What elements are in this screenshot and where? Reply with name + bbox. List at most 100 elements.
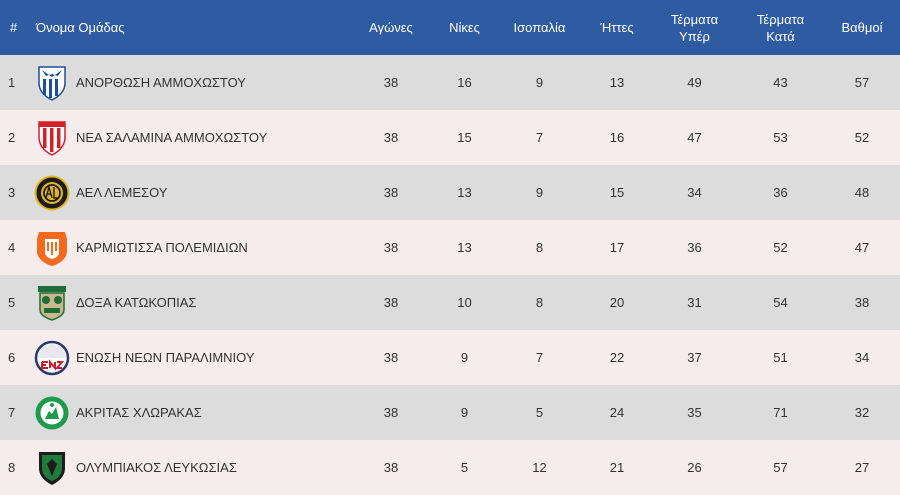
goals-for-cell: 47	[687, 130, 702, 145]
header-rank[interactable]: #	[10, 20, 18, 35]
table-row[interactable]: 4 ΚΑΡΜΙΩΤΙΣΣΑ ΠΟΛΕΜΙΔΙΩΝ 38 13 8 17	[0, 220, 900, 275]
played-cell: 38	[383, 130, 399, 145]
losses-cell: 17	[609, 240, 625, 255]
losses-cell: 16	[609, 130, 625, 145]
enp-crest-icon	[32, 338, 72, 378]
header-goals-against[interactable]: Τέρματα Κατά	[737, 0, 824, 55]
rank-cell: 4	[8, 240, 16, 255]
losses-cell: 15	[609, 185, 625, 200]
draws-cell: 7	[535, 350, 544, 365]
table-row[interactable]: 6 ΕΝΩΣΗ ΝΕΩΝ ΠΑΡΑΛΙΜΝΙΟΥ 38	[0, 330, 900, 385]
rank-cell: 3	[8, 185, 16, 200]
goals-for-cell: 37	[687, 350, 702, 365]
played-cell: 38	[383, 75, 399, 90]
points-cell: 47	[854, 240, 870, 255]
goals-against-cell: 54	[773, 295, 788, 310]
karmiotissa-crest-icon	[32, 228, 72, 268]
goals-for-cell: 34	[687, 185, 702, 200]
header-goals-for-line1: Τέρματα	[670, 11, 719, 27]
team-name: ΔΟΞΑ ΚΑΤΩΚΟΠΙΑΣ	[76, 295, 197, 310]
wins-cell: 10	[457, 295, 472, 310]
header-draws[interactable]: Ισοπαλία	[513, 20, 566, 35]
table-row[interactable]: 3 ΑΕΛ ΛΕΜΕΣΟΥ 38 13	[0, 165, 900, 220]
draws-cell: 7	[535, 130, 544, 145]
losses-cell: 22	[609, 350, 625, 365]
team-cell[interactable]: ΔΟΞΑ ΚΑΤΩΚΟΠΙΑΣ	[32, 275, 350, 330]
wins-cell: 13	[457, 240, 472, 255]
played-cell: 38	[383, 460, 399, 475]
team-cell[interactable]: ΝΕΑ ΣΑΛΑΜΙΝΑ ΑΜΜΟΧΩΣΤΟΥ	[32, 110, 350, 165]
team-name: ΑΝΟΡΘΩΣΗ ΑΜΜΟΧΩΣΤΟΥ	[76, 75, 246, 90]
losses-cell: 24	[609, 405, 625, 420]
table-row[interactable]: 5 ΔΟΞΑ ΚΑΤΩΚΟΠΙΑΣ 38 10	[0, 275, 900, 330]
header-goals-for[interactable]: Τέρματα Υπέρ	[652, 0, 737, 55]
losses-cell: 20	[609, 295, 625, 310]
goals-for-cell: 49	[687, 75, 702, 90]
table-body: 1 ΑΝΟΡΘΩΣΗ ΑΜΜΟΧΩΣΤΟΥ 38	[0, 55, 900, 495]
header-team[interactable]: Όνομα Ομάδας	[36, 20, 125, 35]
header-played[interactable]: Αγώνες	[369, 20, 413, 35]
wins-cell: 15	[457, 130, 472, 145]
draws-cell: 12	[532, 460, 547, 475]
losses-cell: 13	[609, 75, 625, 90]
goals-against-cell: 52	[773, 240, 788, 255]
nea-salamina-crest-icon	[32, 118, 72, 158]
goals-against-cell: 51	[773, 350, 788, 365]
goals-for-cell: 31	[687, 295, 702, 310]
table-row[interactable]: 8 ΟΛΥΜΠΙΑΚΟΣ ΛΕΥΚΩΣΙΑΣ 38 5 12 21 2	[0, 440, 900, 495]
header-points[interactable]: Βαθμοί	[841, 20, 883, 35]
played-cell: 38	[383, 405, 399, 420]
goals-against-cell: 71	[773, 405, 788, 420]
team-cell[interactable]: ΑΝΟΡΘΩΣΗ ΑΜΜΟΧΩΣΤΟΥ	[32, 55, 350, 110]
wins-cell: 9	[460, 405, 469, 420]
goals-for-cell: 36	[687, 240, 702, 255]
rank-cell: 1	[8, 75, 16, 90]
points-cell: 48	[854, 185, 870, 200]
points-cell: 34	[854, 350, 870, 365]
draws-cell: 8	[535, 240, 544, 255]
wins-cell: 13	[457, 185, 472, 200]
played-cell: 38	[383, 350, 399, 365]
table-row[interactable]: 7 ΑΚΡΙΤΑΣ ΧΛΩΡΑΚΑΣ 38 9 5	[0, 385, 900, 440]
played-cell: 38	[383, 295, 399, 310]
rank-cell: 7	[8, 405, 16, 420]
team-name: ΟΛΥΜΠΙΑΚΟΣ ΛΕΥΚΩΣΙΑΣ	[76, 460, 237, 475]
header-goals-against-line2: Κατά	[766, 28, 795, 44]
draws-cell: 8	[535, 295, 544, 310]
header-losses[interactable]: Ήττες	[600, 20, 634, 35]
header-goals-for-line2: Υπέρ	[679, 28, 710, 44]
team-cell[interactable]: ΕΝΩΣΗ ΝΕΩΝ ΠΑΡΑΛΙΜΝΙΟΥ	[32, 330, 350, 385]
table-row[interactable]: 2 ΝΕΑ ΣΑΛΑΜΙΝΑ ΑΜΜΟΧΩΣΤΟΥ 38	[0, 110, 900, 165]
played-cell: 38	[383, 185, 399, 200]
team-name: ΕΝΩΣΗ ΝΕΩΝ ΠΑΡΑΛΙΜΝΙΟΥ	[76, 350, 255, 365]
team-cell[interactable]: ΟΛΥΜΠΙΑΚΟΣ ΛΕΥΚΩΣΙΑΣ	[32, 440, 350, 495]
ael-crest-icon	[32, 173, 72, 213]
team-name: ΑΚΡΙΤΑΣ ΧΛΩΡΑΚΑΣ	[76, 405, 202, 420]
team-cell[interactable]: ΑΚΡΙΤΑΣ ΧΛΩΡΑΚΑΣ	[32, 385, 350, 440]
doxa-crest-icon	[32, 283, 72, 323]
goals-against-cell: 53	[773, 130, 788, 145]
team-name: ΝΕΑ ΣΑΛΑΜΙΝΑ ΑΜΜΟΧΩΣΤΟΥ	[76, 130, 268, 145]
draws-cell: 5	[535, 405, 544, 420]
team-name: ΚΑΡΜΙΩΤΙΣΣΑ ΠΟΛΕΜΙΔΙΩΝ	[76, 240, 248, 255]
draws-cell: 9	[535, 185, 544, 200]
team-cell[interactable]: ΑΕΛ ΛΕΜΕΣΟΥ	[32, 165, 350, 220]
table-header: # Όνομα Ομάδας Αγώνες Νίκες Ισοπαλία Ήττ…	[0, 0, 900, 55]
rank-cell: 2	[8, 130, 16, 145]
draws-cell: 9	[535, 75, 544, 90]
goals-for-cell: 35	[687, 405, 702, 420]
losses-cell: 21	[609, 460, 625, 475]
table-row[interactable]: 1 ΑΝΟΡΘΩΣΗ ΑΜΜΟΧΩΣΤΟΥ 38	[0, 55, 900, 110]
wins-cell: 16	[457, 75, 472, 90]
wins-cell: 5	[460, 460, 469, 475]
points-cell: 52	[854, 130, 870, 145]
team-name: ΑΕΛ ΛΕΜΕΣΟΥ	[76, 185, 168, 200]
header-wins[interactable]: Νίκες	[449, 20, 480, 35]
goals-against-cell: 36	[773, 185, 788, 200]
points-cell: 57	[854, 75, 870, 90]
played-cell: 38	[383, 240, 399, 255]
team-cell[interactable]: ΚΑΡΜΙΩΤΙΣΣΑ ΠΟΛΕΜΙΔΙΩΝ	[32, 220, 350, 275]
header-goals-against-line1: Τέρματα	[756, 11, 805, 27]
goals-for-cell: 26	[687, 460, 702, 475]
